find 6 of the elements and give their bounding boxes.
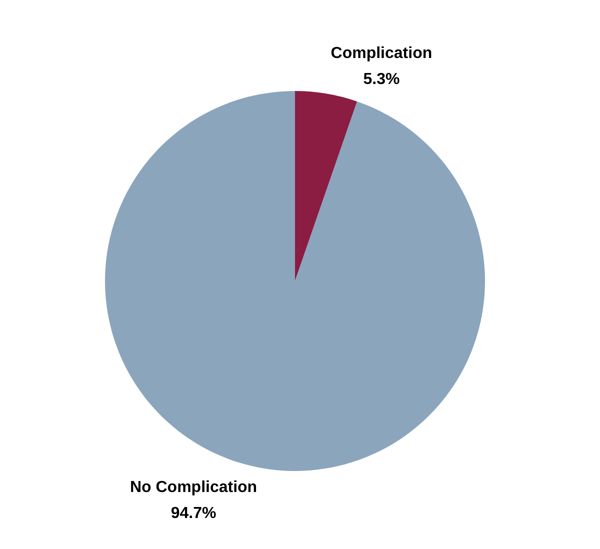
pie-slice bbox=[295, 91, 358, 281]
slice-label: No Complication bbox=[130, 478, 258, 496]
slice-label: Complication bbox=[330, 45, 432, 62]
pie-slice bbox=[105, 91, 485, 471]
data-label: 94.7% bbox=[170, 504, 216, 522]
data-label: 5.3% bbox=[363, 71, 400, 88]
